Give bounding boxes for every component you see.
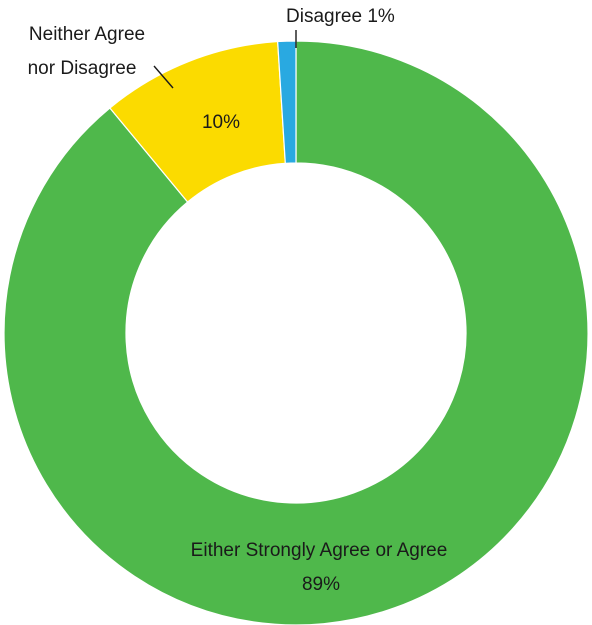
agree-slice — [3, 40, 589, 625]
neither-label-line2: nor Disagree — [28, 58, 137, 79]
disagree-slice — [277, 40, 297, 164]
agree-name-label: Either Strongly Agree or Agree — [191, 540, 448, 561]
donut-slices — [3, 40, 589, 625]
neither-leader-line — [153, 65, 174, 89]
neither-value-label: 10% — [202, 112, 240, 133]
agree-value-label: 89% — [302, 574, 340, 595]
disagree-label: Disagree 1% — [286, 6, 395, 27]
neither-label-line1: Neither Agree — [29, 24, 145, 45]
